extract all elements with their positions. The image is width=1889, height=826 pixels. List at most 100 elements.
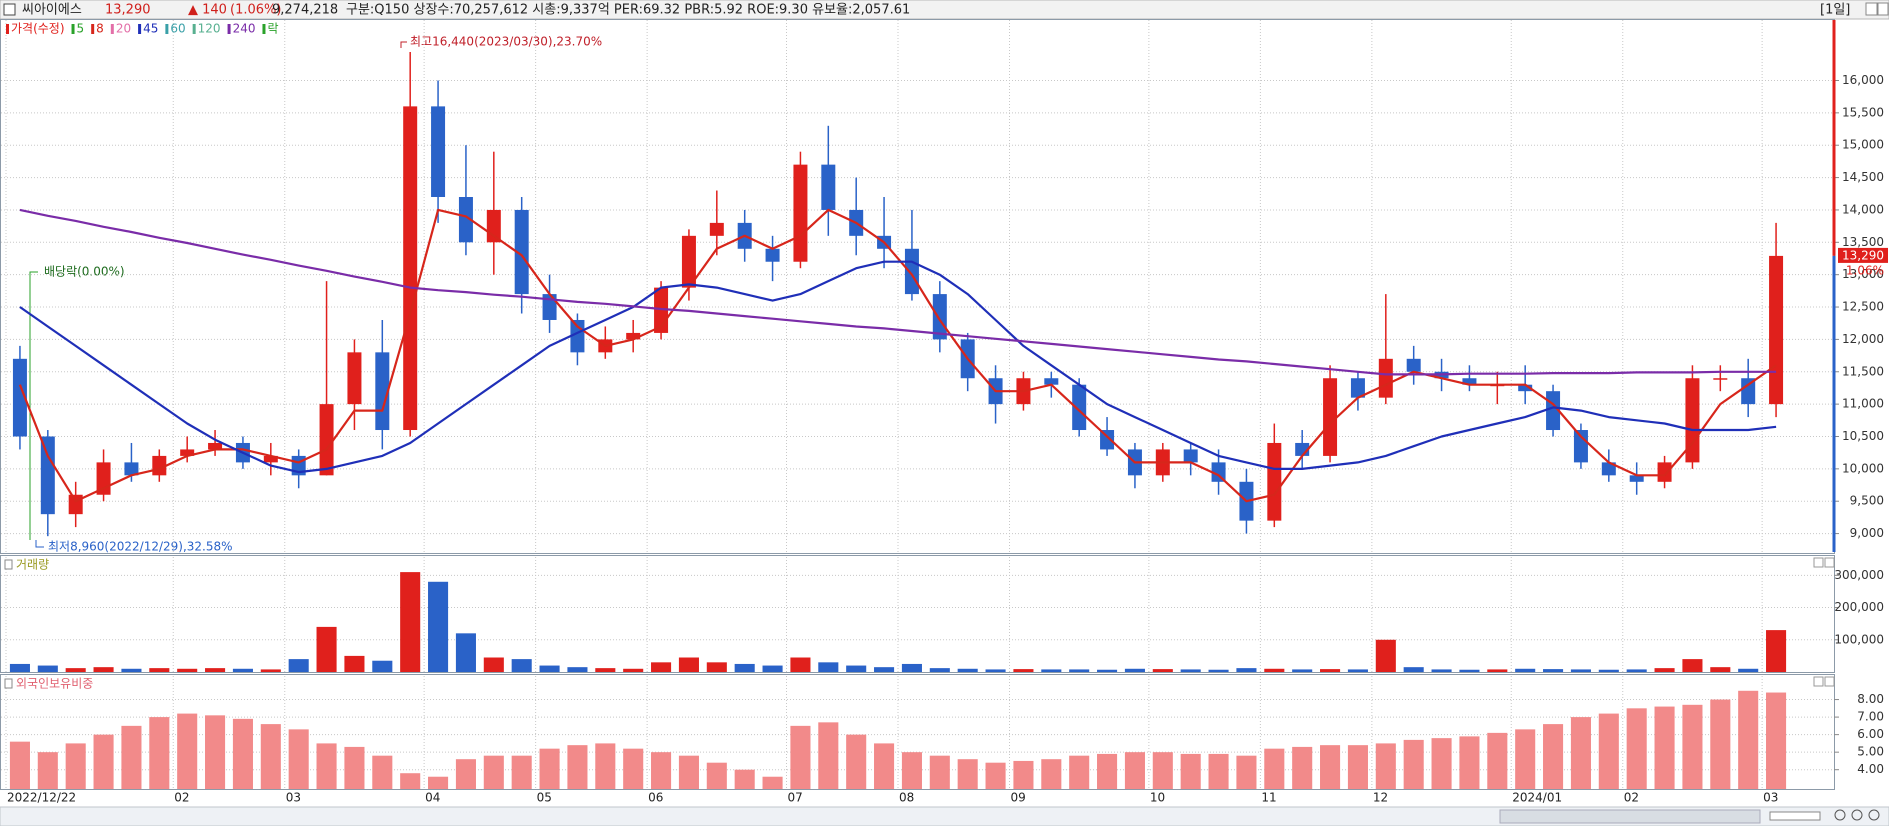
y-tick-label: 8.00	[1857, 692, 1884, 706]
legend-label: 60	[170, 22, 185, 36]
grid	[1, 20, 1834, 789]
low-label: 최저8,960(2022/12/29),32.58%	[48, 540, 233, 554]
button[interactable]	[1813, 557, 1824, 568]
bar	[1543, 724, 1564, 789]
volume: 9,274,218	[272, 3, 338, 18]
y-tick-label: 16,000	[1842, 73, 1884, 87]
bar	[678, 755, 699, 789]
bar	[901, 752, 922, 789]
checkbox[interactable]	[3, 3, 16, 16]
bar	[1570, 717, 1591, 789]
x-tick-label: 02	[1624, 791, 1639, 805]
bar	[1097, 753, 1118, 789]
candle-body	[458, 197, 473, 243]
bar	[511, 659, 532, 672]
y-tick-label: 11,500	[1842, 364, 1884, 378]
y-tick-label: 14,000	[1842, 202, 1884, 216]
y-tick-label: 15,000	[1842, 138, 1884, 152]
bar	[1487, 669, 1508, 672]
bar	[790, 725, 811, 789]
candle-body	[514, 209, 529, 295]
bar	[1459, 736, 1480, 789]
candle-body	[1713, 378, 1728, 380]
bar	[177, 713, 198, 789]
bar	[874, 743, 895, 789]
x-tick-label: 2024/01	[1512, 791, 1562, 805]
ma-line	[18, 208, 1777, 503]
bar	[37, 752, 58, 789]
y-tick-label: 5.00	[1857, 745, 1884, 759]
candle-body	[1629, 475, 1644, 482]
legend-label: 240	[233, 22, 256, 36]
bar	[428, 581, 449, 672]
bar	[595, 743, 616, 789]
zoom-slider[interactable]	[1769, 811, 1821, 821]
candle-body	[124, 462, 139, 476]
candle-body	[1183, 449, 1198, 463]
bar	[1598, 713, 1619, 789]
candle-body	[263, 455, 278, 463]
bar	[1738, 690, 1759, 789]
bar	[1738, 668, 1759, 672]
legend-swatch	[71, 24, 75, 34]
legend-swatch	[262, 24, 266, 34]
x-tick-label: 04	[425, 791, 440, 805]
period[interactable]: [1일]	[1820, 3, 1850, 18]
y-tick-label: 300,000	[1834, 568, 1884, 582]
bar	[1682, 704, 1703, 789]
bar	[177, 668, 198, 672]
bar	[9, 663, 30, 672]
candle-body	[1406, 358, 1421, 372]
bar	[1236, 755, 1257, 789]
bar	[344, 655, 365, 672]
bar	[623, 748, 644, 789]
legend-swatch	[110, 24, 114, 34]
bar	[623, 668, 644, 672]
zoom-icons	[1834, 809, 1880, 821]
bar	[1375, 743, 1396, 789]
bar	[1543, 669, 1564, 672]
bar	[372, 660, 393, 672]
button[interactable]	[1877, 2, 1889, 16]
bar	[790, 657, 811, 672]
candle-body	[1685, 378, 1700, 463]
bar	[511, 755, 532, 789]
bar	[121, 668, 142, 672]
candle-body	[40, 436, 55, 515]
legend-swatch	[165, 24, 169, 34]
bar	[1069, 755, 1090, 789]
bar	[93, 667, 114, 672]
candle-body	[68, 494, 83, 515]
bar	[483, 755, 504, 789]
x-tick-label: 11	[1261, 791, 1276, 805]
candle-body	[1769, 255, 1784, 405]
bar	[1041, 669, 1062, 672]
bar	[874, 667, 895, 672]
candle-body	[1100, 430, 1115, 450]
marks	[9, 52, 1787, 789]
bar	[1431, 738, 1452, 789]
y-tick-label: 200,000	[1834, 600, 1884, 614]
scrollbar	[0, 806, 1889, 826]
x-tick-label: 09	[1011, 791, 1026, 805]
bar	[1152, 669, 1173, 672]
legend-label: 가격(수정)	[11, 22, 65, 36]
bar	[1069, 669, 1090, 672]
candle-body	[932, 294, 947, 340]
zoom-in[interactable]	[1851, 809, 1863, 821]
y-tick-label: 11,000	[1842, 397, 1884, 411]
button[interactable]	[1865, 2, 1878, 16]
candle-body	[347, 352, 362, 405]
legend-label: 8	[96, 22, 104, 36]
button[interactable]	[1824, 557, 1835, 568]
candle-body	[208, 442, 223, 450]
button[interactable]	[1824, 676, 1835, 687]
bar	[1124, 752, 1145, 789]
zoom-out[interactable]	[1834, 809, 1846, 821]
zoom-reset[interactable]	[1868, 809, 1880, 821]
bar	[1180, 669, 1201, 672]
bar	[288, 659, 309, 672]
scroll-thumb[interactable]	[1499, 809, 1761, 824]
button[interactable]	[1813, 676, 1824, 687]
candle-body	[765, 248, 780, 262]
